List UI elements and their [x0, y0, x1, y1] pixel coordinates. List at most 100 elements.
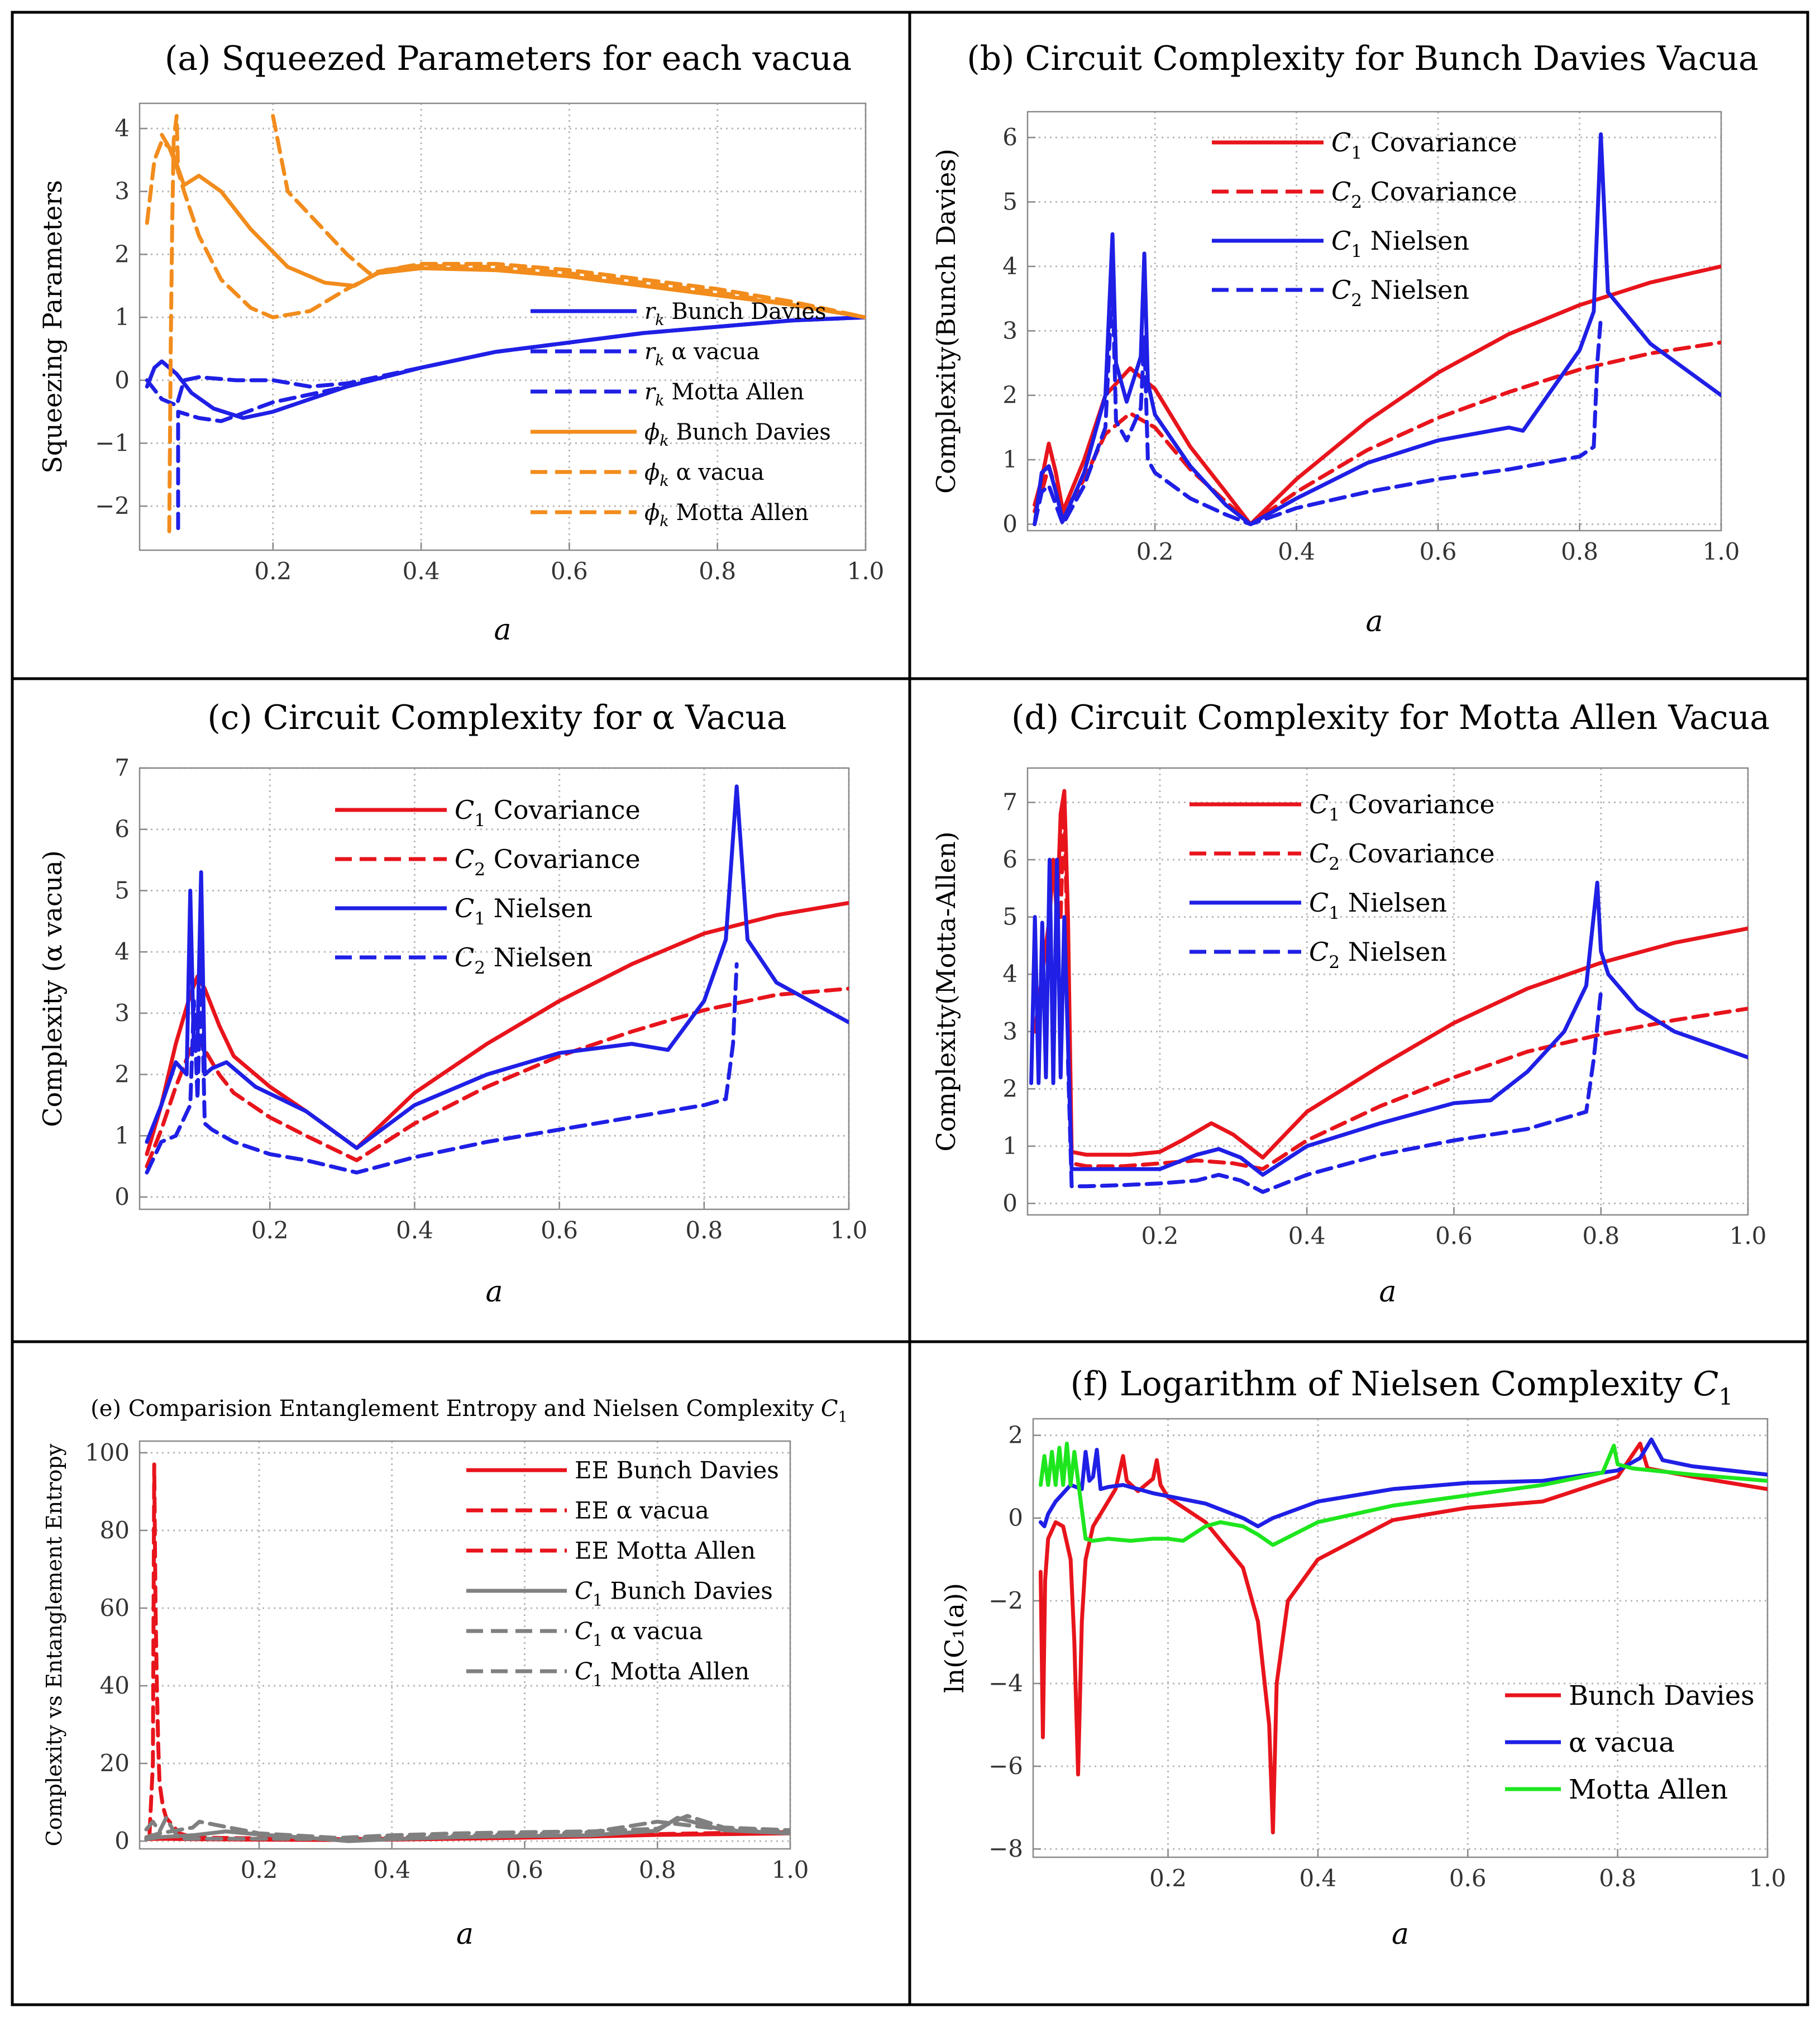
x-tick-label-a-2: 0.6 [551, 557, 588, 585]
frame-layer [11, 11, 1809, 2006]
legend-label-a-2-symbol: r [644, 379, 657, 405]
y-tick-label-b-3: 3 [1002, 317, 1018, 344]
y-tick-label-d-4: 4 [1002, 960, 1018, 988]
y-tick-label-e-0: 0 [114, 1827, 130, 1854]
x-tick-label-a-4: 1.0 [847, 557, 885, 585]
x-tick-label-c-3: 0.8 [685, 1217, 723, 1244]
legend-label-a-3: ϕk Bunch Davies [644, 419, 831, 450]
series-line-a-4 [145, 139, 866, 320]
legend-label-b-3-symbol: C [1331, 275, 1351, 305]
legend-label-a-1-subscript: k [655, 352, 664, 369]
y-tick-label-d-1: 1 [1002, 1132, 1018, 1160]
panel-layer: (a) Squeezed Parameters for each vacua 0.… [37, 39, 1786, 1951]
legend-label-c-1-subscript: 2 [474, 860, 485, 880]
legend-label-e-1: EE α vacua [575, 1497, 709, 1524]
y-tick-label-a-0: −2 [95, 492, 130, 519]
x-tick-label-c-2: 0.6 [541, 1217, 578, 1244]
legend-label-c-2-text: Nielsen [485, 893, 593, 923]
legend-label-a-0: rk Bunch Davies [644, 299, 827, 329]
x-tick-label-d-3: 0.8 [1582, 1222, 1620, 1250]
y-tick-label-d-2: 2 [1002, 1075, 1018, 1102]
legend-label-a-3-text: Bunch Davies [669, 419, 831, 445]
legend-label-e-3-symbol: C [575, 1577, 593, 1605]
legend-label-d-1: C2 Covariance [1309, 838, 1495, 874]
y-tick-label-c-1: 1 [114, 1122, 130, 1149]
chart-title-b: (b) Circuit Complexity for Bunch Davies … [967, 39, 1759, 78]
y-axis-label-e: Complexity vs Entanglement Entropy [42, 1443, 66, 1846]
y-tick-label-a-4: 2 [114, 240, 130, 268]
x-tick-label-f-0: 0.2 [1149, 1865, 1187, 1892]
legend-label-d-1-subscript: 2 [1329, 854, 1340, 874]
legend-label-e-5-symbol: C [575, 1658, 593, 1685]
legend-label-b-2-text: Nielsen [1362, 226, 1469, 256]
y-axis-label-b: Complexity(Bunch Davies) [931, 149, 961, 494]
x-tick-label-e-1: 0.4 [373, 1856, 410, 1884]
series-line-a-5-b [271, 114, 866, 320]
x-tick-label-f-3: 0.8 [1599, 1865, 1636, 1892]
legend-label-a-4-subscript: k [660, 473, 668, 490]
x-tick-label-b-1: 0.4 [1278, 538, 1315, 565]
legend-label-a-4-text: α vacua [669, 460, 765, 485]
chart-title-f: (f) Logarithm of Nielsen Complexity C1 [1071, 1365, 1733, 1410]
x-axis-label-a: a [494, 613, 511, 647]
x-tick-label-e-3: 0.8 [639, 1856, 676, 1884]
plot-frame-d [1026, 767, 1749, 1216]
legend-label-e-2: EE Motta Allen [575, 1537, 756, 1565]
plot-frame-b [1026, 111, 1722, 532]
y-tick-label-d-7: 7 [1002, 789, 1018, 816]
legend-label-a-1-symbol: r [644, 339, 657, 365]
y-tick-label-c-3: 3 [114, 999, 130, 1027]
plot-frame-a [138, 102, 867, 551]
legend-label-d-0-symbol: C [1309, 789, 1329, 819]
legend-label-c-2-subscript: 1 [474, 909, 485, 929]
legend-label-e-4-symbol: C [575, 1618, 593, 1645]
x-tick-label-a-0: 0.2 [254, 557, 292, 585]
legend-label-e-4-text: α vacua [603, 1618, 703, 1645]
chart-title-text-a: (a) Squeezed Parameters for each vacua [165, 39, 852, 78]
legend-label-e-5: C1 Motta Allen [575, 1658, 749, 1690]
legend-label-c-1-text: Covariance [485, 844, 641, 874]
y-tick-label-b-5: 5 [1002, 188, 1018, 216]
legend-label-b-2: C1 Nielsen [1331, 226, 1469, 261]
chart-title-symbol-e: C [821, 1396, 838, 1422]
series-line-e-2 [147, 1462, 195, 1839]
y-tick-label-b-2: 2 [1002, 382, 1018, 409]
legend-label-c-1-symbol: C [455, 844, 474, 874]
legend-label-f-2: Motta Allen [1569, 1774, 1728, 1805]
legend-label-c-1: C2 Covariance [455, 844, 641, 880]
series-line-c-3 [145, 962, 739, 1175]
x-axis-label-e: a [456, 1918, 474, 1951]
legend-label-d-0: C1 Covariance [1309, 789, 1495, 825]
x-axis-label-b: a [1365, 605, 1383, 638]
y-tick-label-f-4: 0 [1008, 1504, 1023, 1532]
legend-f: Bunch Davies α vacua Motta Allen [1505, 1680, 1755, 1805]
chart-panel-e: (e) Comparision Entanglement Entropy and… [42, 1396, 848, 1951]
x-tick-label-d-2: 0.6 [1435, 1222, 1473, 1250]
y-tick-label-a-6: 4 [114, 115, 130, 142]
series-line-f-1 [1038, 1437, 1768, 1529]
series-line-e-4 [144, 1814, 790, 1840]
legend-label-b-0-symbol: C [1331, 127, 1351, 158]
legend-label-b-3-subscript: 2 [1351, 290, 1362, 311]
x-tick-label-c-4: 1.0 [830, 1217, 868, 1244]
chart-panel-b: (b) Circuit Complexity for Bunch Davies … [931, 39, 1759, 638]
legend-label-c-3-subscript: 2 [474, 958, 485, 978]
legend-label-d-3-text: Nielsen [1340, 937, 1447, 967]
y-tick-label-f-2: −4 [988, 1670, 1023, 1697]
legend-label-e-4-subscript: 1 [593, 1630, 603, 1649]
legend-label-b-2-subscript: 1 [1351, 241, 1362, 261]
legend-label-c-3-symbol: C [455, 942, 474, 972]
y-tick-label-c-6: 6 [114, 816, 130, 843]
y-tick-label-d-5: 5 [1002, 903, 1018, 931]
legend-label-f-1: α vacua [1569, 1727, 1675, 1758]
legend-label-e-4: C1 α vacua [575, 1618, 703, 1650]
legend-label-c-3: C2 Nielsen [455, 942, 593, 978]
legend-label-c-0-text: Covariance [485, 795, 641, 825]
y-tick-label-f-5: 2 [1008, 1422, 1023, 1449]
legend-label-b-3: C2 Nielsen [1331, 275, 1469, 311]
legend-label-c-2: C1 Nielsen [455, 893, 593, 929]
chart-title-subscript-e: 1 [838, 1409, 848, 1426]
